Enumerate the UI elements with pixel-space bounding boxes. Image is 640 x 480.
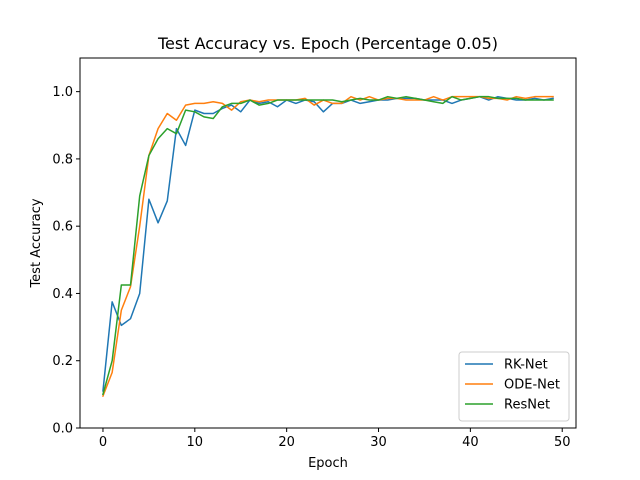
legend: RK-Net ODE-Net ResNet <box>458 351 570 422</box>
chart-title: Test Accuracy vs. Epoch (Percentage 0.05… <box>157 34 498 53</box>
legend-label: RK-Net <box>504 358 548 373</box>
y-tick-label: 1.0 <box>52 85 73 100</box>
y-axis-label: Test Accuracy <box>29 198 44 288</box>
x-axis-ticks: 0 10 20 30 40 50 <box>99 428 571 450</box>
x-axis-label: Epoch <box>308 456 348 471</box>
y-tick-label: 0.8 <box>52 152 73 167</box>
y-tick-label: 0.6 <box>52 220 73 235</box>
x-tick-label: 30 <box>370 435 387 450</box>
y-tick-label: 0.0 <box>52 422 73 437</box>
x-tick-label: 40 <box>462 435 479 450</box>
series-line-rk-net <box>102 95 554 392</box>
series-line-ode-net <box>101 95 554 398</box>
x-tick-label: 50 <box>554 435 571 450</box>
series-line-resnet <box>102 95 554 396</box>
y-axis-ticks: 0.0 0.2 0.4 0.6 0.8 1.0 <box>52 85 80 437</box>
plot-frame <box>79 57 577 429</box>
y-tick-label: 0.2 <box>52 354 73 369</box>
legend-label: ResNet <box>504 398 550 413</box>
x-tick-label: 0 <box>99 435 107 450</box>
legend-label: ODE-Net <box>504 378 560 393</box>
x-tick-label: 20 <box>278 435 295 450</box>
series-lines <box>101 95 554 398</box>
y-tick-label: 0.4 <box>52 287 73 302</box>
x-tick-label: 10 <box>187 435 204 450</box>
